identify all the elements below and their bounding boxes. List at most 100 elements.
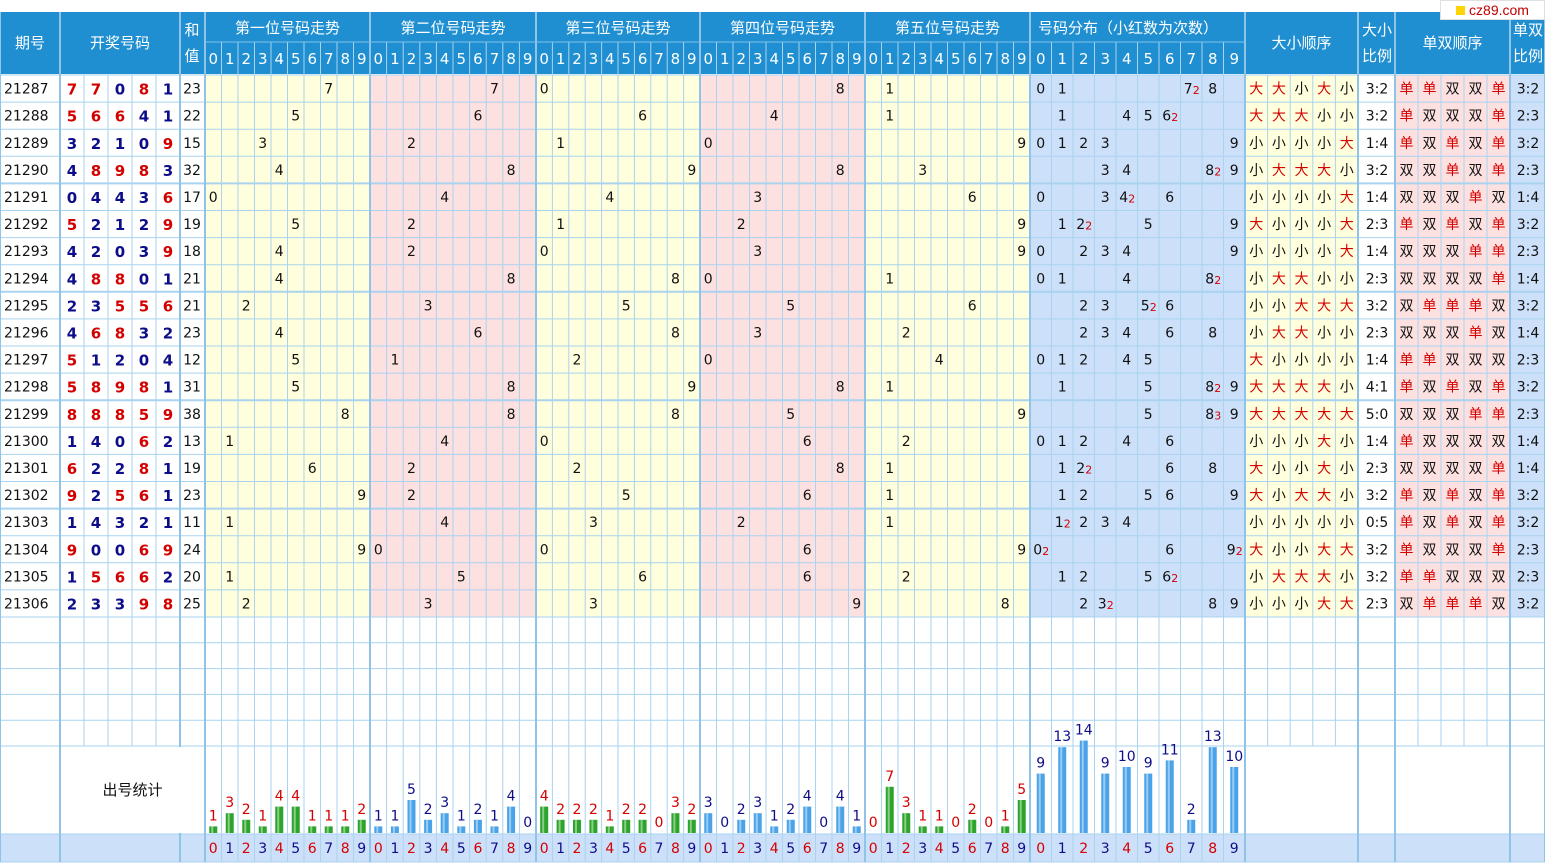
position-digit: 1	[885, 380, 894, 396]
stat-bar	[885, 786, 894, 833]
size-cell: 小	[1295, 542, 1309, 558]
size-cell: 小	[1317, 325, 1331, 341]
dist-digit: 4	[1122, 163, 1131, 179]
oe-cell: 单	[1492, 136, 1506, 152]
header-digit: 6	[802, 50, 812, 68]
stats-axis-digit: 5	[457, 841, 466, 857]
stat-bar	[440, 813, 449, 833]
oe-cell: 单	[1446, 136, 1460, 152]
stat-value: 1	[390, 808, 399, 824]
oe-cell: 单	[1492, 109, 1506, 125]
oe-cell: 单	[1492, 407, 1506, 423]
size-cell: 大	[1295, 407, 1309, 423]
size-cell: 小	[1340, 271, 1354, 287]
stats-axis-digit: 6	[308, 841, 317, 857]
stats-axis-digit: 1	[556, 841, 565, 857]
size-cell: 大	[1340, 136, 1354, 152]
dist-digit: 3	[1101, 515, 1110, 531]
oe-ratio: 2:3	[1517, 353, 1540, 369]
position-digit: 0	[540, 82, 549, 98]
size-ratio: 2:3	[1366, 271, 1389, 287]
position-digit: 2	[573, 461, 582, 477]
oe-cell: 单	[1446, 298, 1460, 314]
position-digit: 9	[1017, 244, 1026, 260]
size-cell: 大	[1317, 298, 1331, 314]
oe-cell: 双	[1400, 271, 1414, 287]
row-sum: 13	[183, 434, 201, 450]
stats-axis-digit: 2	[737, 841, 746, 857]
stat-bar-highlight	[542, 806, 545, 833]
position-digit: 9	[1017, 217, 1026, 233]
oe-cell: 双	[1423, 461, 1437, 477]
size-cell: 小	[1340, 461, 1354, 477]
stat-bar	[1208, 747, 1217, 833]
stats-axis-bg	[0, 834, 1545, 862]
stat-bar	[1058, 747, 1067, 833]
position-digit: 1	[390, 353, 399, 369]
row-sum: 19	[183, 217, 201, 233]
row-sum: 11	[183, 515, 201, 531]
stat-value: 0	[655, 815, 664, 831]
position-digit: 5	[622, 488, 631, 504]
stat-bar	[1017, 800, 1026, 833]
stats-axis-digit: 8	[341, 841, 350, 857]
winning-number: 6	[91, 324, 101, 342]
stats-axis-digit: 0	[540, 841, 549, 857]
size-cell: 大	[1340, 596, 1354, 612]
stat-bar	[1165, 760, 1174, 833]
winning-number: 4	[91, 433, 101, 451]
winning-number: 9	[67, 541, 77, 559]
size-cell: 小	[1272, 461, 1286, 477]
size-cell: 大	[1295, 109, 1309, 125]
stats-axis-digit: 7	[984, 841, 993, 857]
winning-number: 2	[163, 568, 173, 586]
stat-bar	[1001, 826, 1010, 833]
winning-number: 5	[139, 297, 149, 315]
stats-axis-digit: 7	[490, 841, 499, 857]
winning-number: 1	[67, 433, 77, 451]
winning-number: 5	[139, 406, 149, 424]
position-digit: 1	[225, 434, 234, 450]
winning-number: 2	[91, 243, 101, 261]
row-period: 21306	[4, 596, 49, 612]
stats-axis-digit: 2	[902, 841, 911, 857]
stat-bar-highlight	[310, 826, 313, 833]
winning-number: 9	[139, 595, 149, 613]
site-logo[interactable]: cz89.com	[1440, 0, 1545, 20]
header-digit: 2	[901, 50, 911, 68]
size-ratio: 2:3	[1366, 461, 1389, 477]
dist-digit: 6	[1165, 488, 1174, 504]
header-digit: 0	[868, 50, 878, 68]
stat-value: 5	[407, 782, 416, 798]
oe-ratio: 3:2	[1517, 380, 1540, 396]
position-digit: 6	[803, 488, 812, 504]
stat-bar	[918, 826, 927, 833]
dist-digit: 2	[1076, 461, 1085, 477]
position-digit: 3	[753, 244, 762, 260]
row-period: 21298	[4, 380, 49, 396]
header-digit: 0	[374, 50, 384, 68]
position-digit: 3	[589, 596, 598, 612]
dist-digit: 9	[1230, 407, 1239, 423]
winning-number: 9	[163, 406, 173, 424]
oe-cell: 双	[1446, 542, 1460, 558]
winning-number: 1	[163, 108, 173, 126]
stat-bar	[1079, 740, 1088, 833]
stats-axis-digit: 0	[704, 841, 713, 857]
stat-value: 0	[523, 815, 532, 831]
position-digit: 4	[440, 434, 449, 450]
size-ratio: 1:4	[1366, 244, 1389, 260]
stat-value: 2	[786, 802, 795, 818]
position-digit: 2	[242, 596, 251, 612]
size-cell: 小	[1272, 298, 1286, 314]
stat-bar	[242, 819, 251, 833]
stat-bar	[902, 813, 911, 833]
dist-digit: 2	[1079, 488, 1088, 504]
size-cell: 大	[1272, 82, 1286, 98]
position-digit: 1	[885, 461, 894, 477]
winning-number: 1	[163, 487, 173, 505]
size-cell: 小	[1249, 325, 1263, 341]
size-cell: 小	[1340, 109, 1354, 125]
stat-value: 0	[720, 815, 729, 831]
stat-bar	[507, 806, 516, 833]
